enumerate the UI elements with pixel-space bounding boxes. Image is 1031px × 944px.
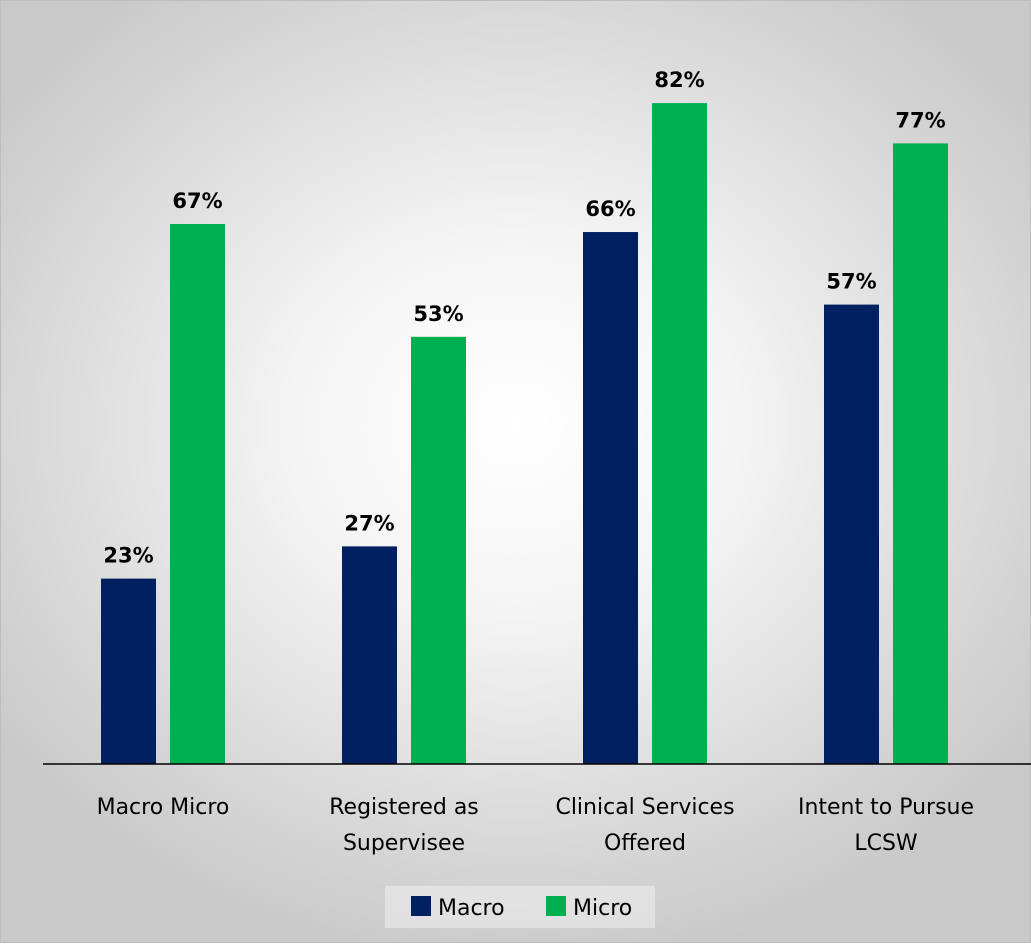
category-label-2-line-1: Offered <box>604 831 686 856</box>
bars-group <box>101 103 948 765</box>
category-labels-group: Macro Micro Registered as Supervisee Clinic… <box>97 795 974 856</box>
value-label-macro-2: 66% <box>585 197 635 221</box>
bar-macro-2 <box>583 232 638 765</box>
legend-label-macro: Macro <box>438 896 505 921</box>
legend-swatch-macro <box>411 896 431 916</box>
legend-label-micro: Micro <box>573 896 632 921</box>
bar-micro-0 <box>170 223 225 765</box>
legend: Macro Micro <box>385 886 655 928</box>
value-label-macro-3: 57% <box>826 270 876 294</box>
category-label-2-line-0: Clinical Services <box>555 795 734 820</box>
bar-micro-2 <box>652 103 707 764</box>
bar-macro-3 <box>824 304 879 764</box>
value-label-micro-1: 53% <box>413 302 463 326</box>
value-label-macro-1: 27% <box>344 511 394 535</box>
bar-micro-3 <box>893 143 948 764</box>
category-label-3-line-1: LCSW <box>854 831 918 856</box>
category-label-1-line-1: Supervisee <box>343 831 465 856</box>
category-label-1-line-0: Registered as <box>329 795 479 820</box>
value-label-macro-0: 23% <box>103 544 153 568</box>
value-labels-group: 23% 67% 27% 53% 66% 82% 57% 77% <box>103 68 945 568</box>
bar-macro-0 <box>101 578 156 764</box>
value-label-micro-2: 82% <box>654 68 704 92</box>
bar-macro-1 <box>342 546 397 764</box>
category-label-3-line-0: Intent to Pursue <box>798 795 974 820</box>
legend-swatch-micro <box>546 896 566 916</box>
value-label-micro-0: 67% <box>172 189 222 213</box>
value-label-micro-3: 77% <box>895 108 945 132</box>
category-label-0-line-0: Macro Micro <box>97 795 230 820</box>
bar-micro-1 <box>411 336 466 764</box>
